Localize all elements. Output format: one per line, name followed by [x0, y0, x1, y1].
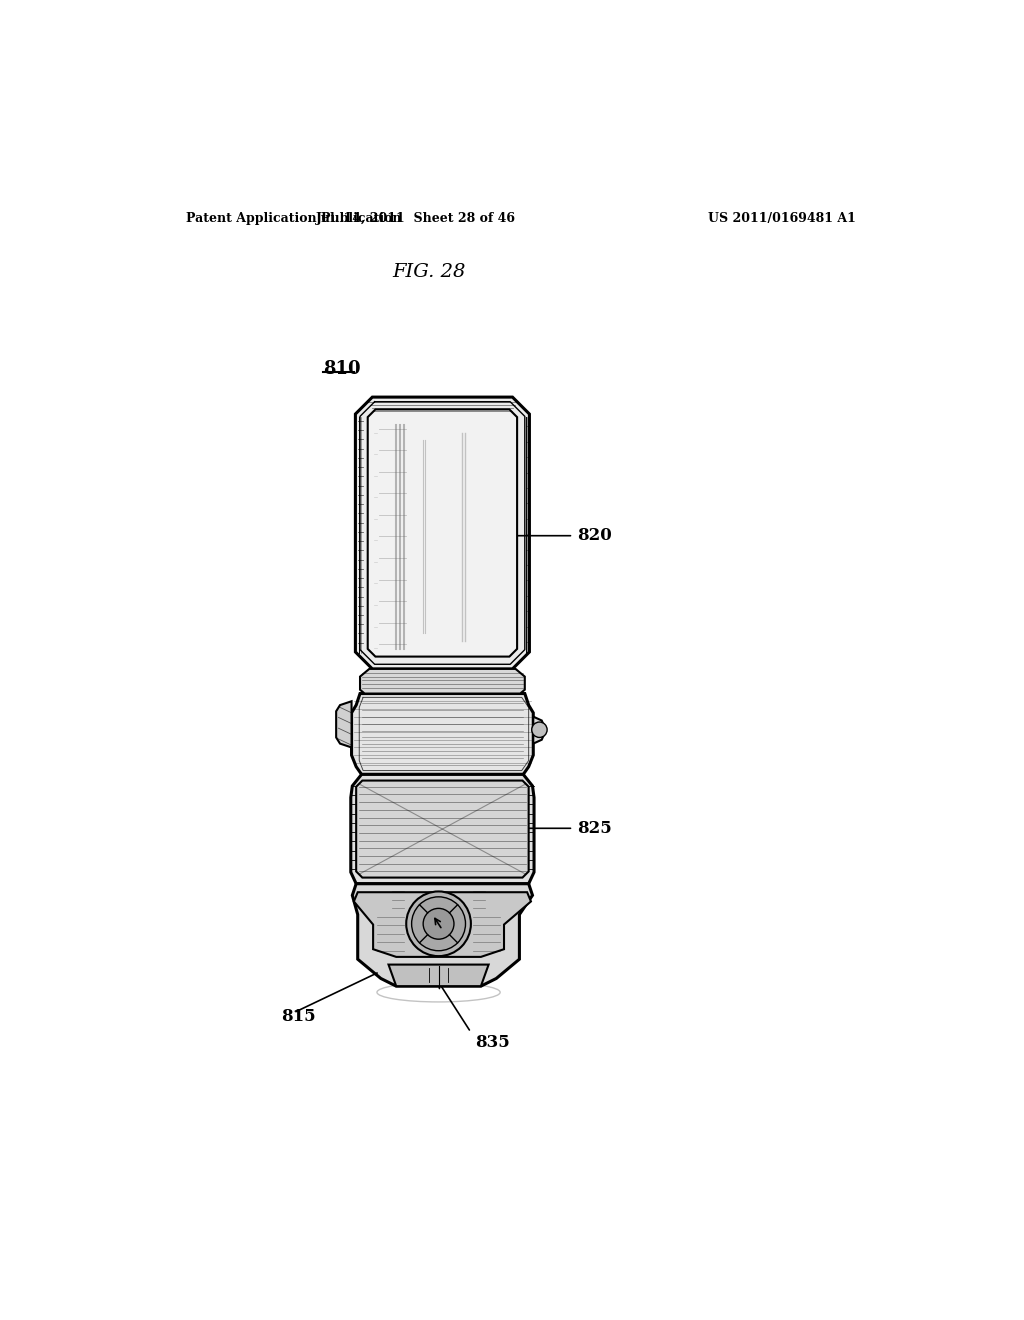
Circle shape	[531, 722, 547, 738]
Polygon shape	[351, 693, 534, 775]
Circle shape	[407, 891, 471, 956]
Text: 825: 825	[578, 820, 612, 837]
Polygon shape	[534, 717, 544, 743]
Text: 820: 820	[578, 527, 612, 544]
Text: US 2011/0169481 A1: US 2011/0169481 A1	[708, 213, 856, 224]
Polygon shape	[368, 409, 517, 656]
Polygon shape	[356, 780, 528, 878]
Circle shape	[423, 908, 454, 940]
Text: 810: 810	[323, 360, 360, 378]
Polygon shape	[336, 701, 351, 747]
Polygon shape	[388, 965, 488, 986]
Polygon shape	[351, 775, 535, 884]
Text: Jul. 14, 2011  Sheet 28 of 46: Jul. 14, 2011 Sheet 28 of 46	[315, 213, 515, 224]
Polygon shape	[360, 669, 524, 693]
Text: 835: 835	[475, 1034, 510, 1051]
Polygon shape	[352, 884, 532, 986]
Text: Patent Application Publication: Patent Application Publication	[186, 213, 401, 224]
Polygon shape	[354, 892, 531, 957]
Circle shape	[412, 896, 466, 950]
Text: FIG. 28: FIG. 28	[392, 264, 466, 281]
Polygon shape	[355, 397, 529, 669]
Text: 815: 815	[281, 1008, 315, 1026]
